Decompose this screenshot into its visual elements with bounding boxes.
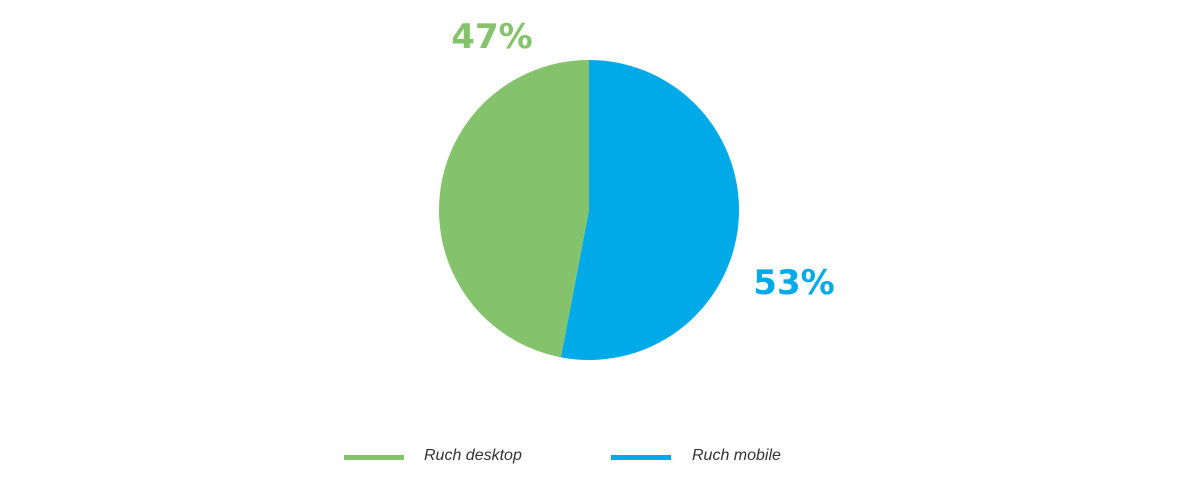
pie-slices (439, 60, 739, 360)
legend-swatch-ruch-mobile (611, 455, 671, 460)
legend: Ruch desktop Ruch mobile (344, 447, 781, 464)
pie-slice-ruch-mobile (560, 60, 739, 360)
pie-slice-ruch-desktop (439, 60, 589, 358)
legend-swatch-ruch-desktop (344, 455, 404, 460)
data-label-ruch-mobile: 53% (753, 263, 834, 303)
legend-label-ruch-mobile: Ruch mobile (692, 447, 781, 464)
legend-label-ruch-desktop: Ruch desktop (424, 447, 522, 464)
pie-labels: 47% 53% (451, 17, 834, 303)
data-label-ruch-desktop: 47% (451, 17, 532, 57)
